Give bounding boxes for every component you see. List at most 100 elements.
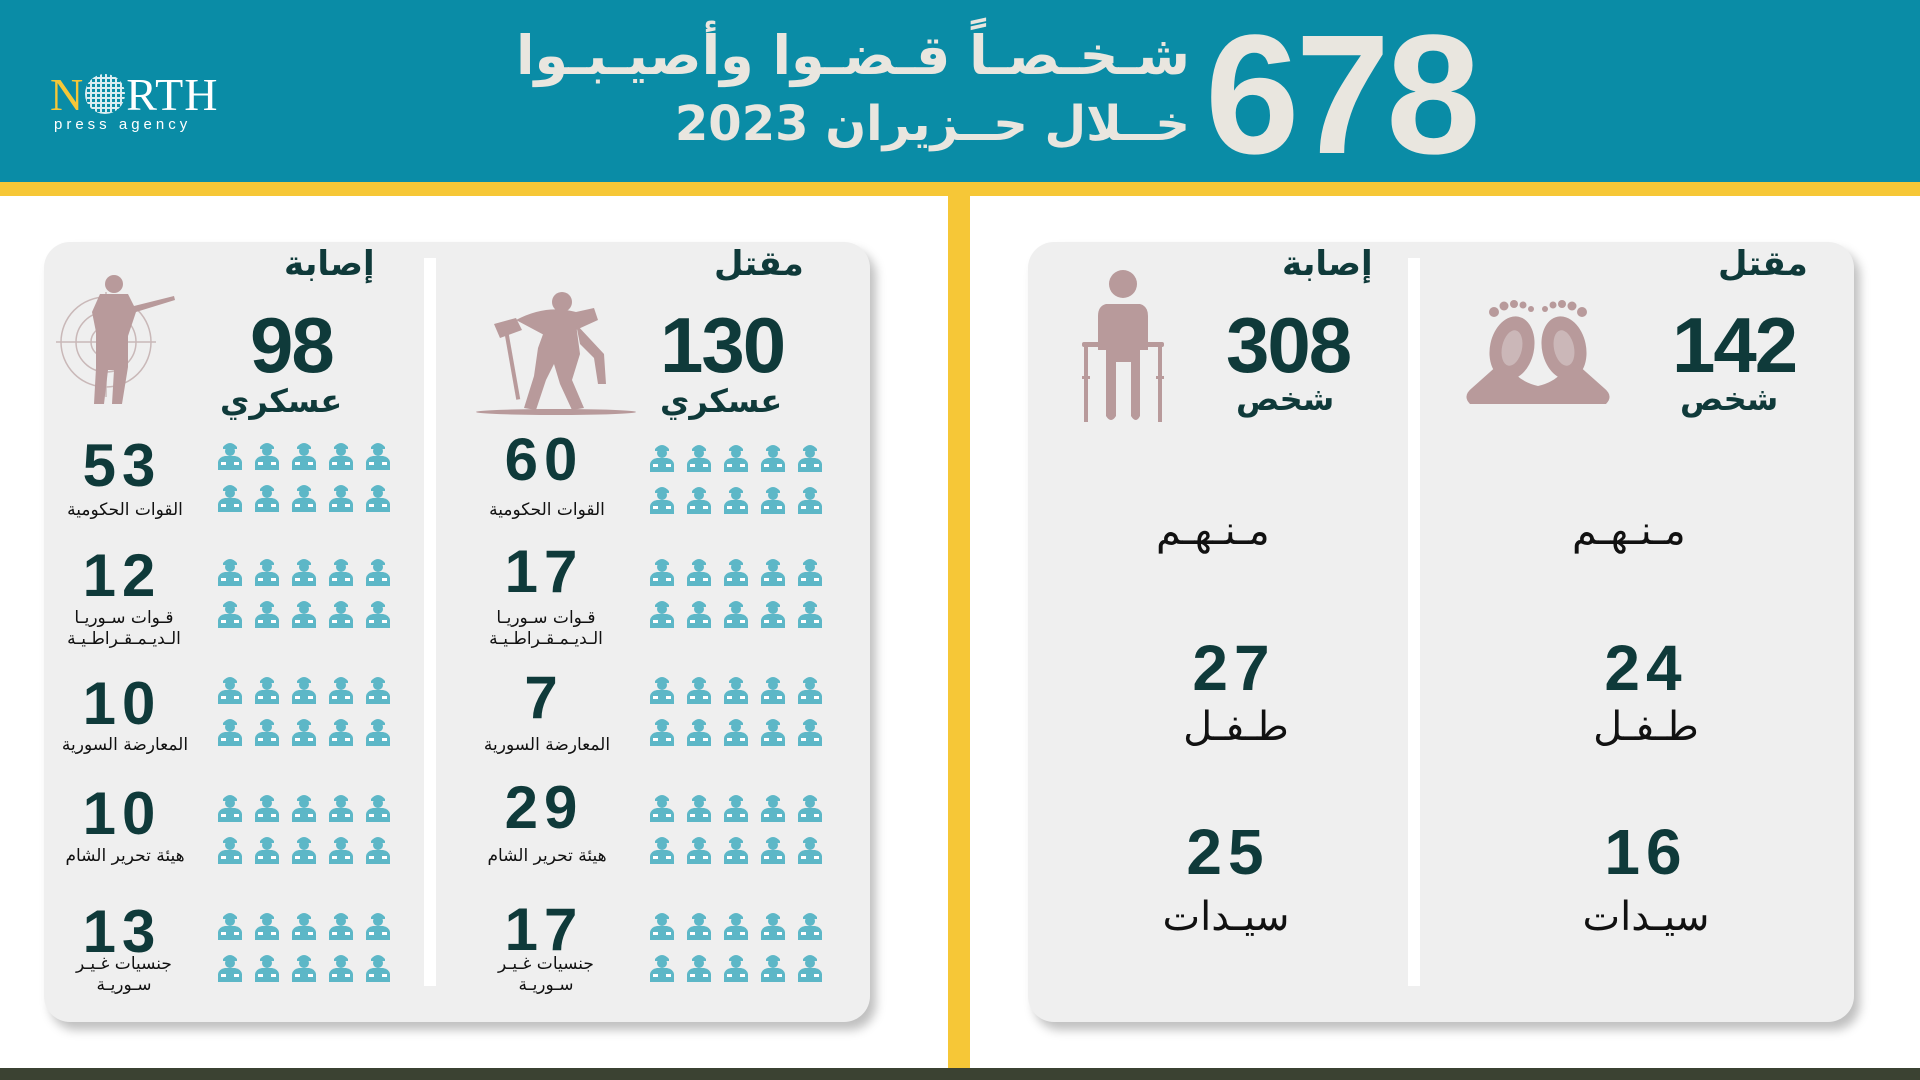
military-injured-row-3-label: المعارضة السورية	[61, 735, 189, 755]
civilians-injured-children-value: 27	[1192, 632, 1276, 704]
military-injured-row-1-icons	[216, 440, 392, 512]
north-press-logo: N RTH press agency	[50, 70, 270, 140]
soldier-figure-icon	[759, 716, 787, 746]
military-killed-row-2-label: قـوات سـوريـا الـديـمـقـراطـيـة	[489, 608, 603, 649]
soldier-figure-icon	[722, 674, 750, 704]
soldier-figure-icon	[722, 556, 750, 586]
bare-feet-deceased-icon	[1460, 292, 1616, 406]
soldier-figure-icon	[648, 952, 676, 982]
soldier-figure-icon	[759, 598, 787, 628]
civilians-killed-women-label: سيـدات	[1582, 894, 1710, 940]
soldier-figure-icon	[216, 834, 244, 864]
military-injured-row-2-value: 12	[82, 542, 162, 609]
soldier-figure-icon	[796, 792, 824, 822]
soldier-figure-icon	[290, 556, 318, 586]
civilians-killed-children-value: 24	[1604, 632, 1688, 704]
soldier-figure-icon	[796, 716, 824, 746]
civilians-injured-women-value: 25	[1186, 816, 1270, 888]
soldier-figure-icon	[796, 834, 824, 864]
military-killed-row-5-value: 17	[504, 896, 584, 963]
header-accent-rule	[0, 182, 1920, 196]
soldier-figure-icon	[648, 716, 676, 746]
civilians-killed-title: مقتل	[1718, 244, 1808, 284]
soldier-figure-icon	[216, 556, 244, 586]
logo-subtext: press agency	[54, 116, 192, 133]
soldier-figure-icon	[685, 674, 713, 704]
soldier-figure-icon	[796, 598, 824, 628]
military-injured-row-5-label: جنسيات غـيـر سـوريـة	[76, 954, 172, 995]
civilians-killed-children-label: طـفـل	[1593, 704, 1699, 750]
military-killed-row-5-icons	[648, 910, 824, 982]
military-injured-row-1-label: القوات الحكومية	[67, 500, 183, 520]
military-killed-row-5-label: جنسيات غـيـر سـوريـة	[498, 954, 594, 995]
civilians-killed-unit: شخص	[1680, 380, 1779, 418]
military-killed-row-2-value: 17	[504, 538, 584, 605]
soldier-figure-icon	[216, 598, 244, 628]
soldier-figure-icon	[290, 792, 318, 822]
soldier-figure-icon	[253, 952, 281, 982]
soldier-figure-icon	[216, 792, 244, 822]
military-injured-row-2-icons	[216, 556, 392, 628]
military-killed-row-1-icons	[648, 442, 824, 514]
soldier-figure-icon	[722, 834, 750, 864]
soldier-figure-icon	[722, 910, 750, 940]
military-injured-row-5-value: 13	[82, 898, 162, 965]
soldier-figure-icon	[685, 716, 713, 746]
center-divider	[948, 196, 970, 1070]
military-injured-unit: عسكري	[220, 382, 343, 420]
footer-rule	[0, 1068, 1920, 1080]
soldier-figure-icon	[722, 792, 750, 822]
soldier-figure-icon	[290, 834, 318, 864]
military-card-divider	[424, 258, 436, 986]
soldier-figure-icon	[216, 482, 244, 512]
soldier-figure-icon	[759, 556, 787, 586]
soldier-figure-icon	[253, 482, 281, 512]
soldier-figure-icon	[364, 910, 392, 940]
soldier-figure-icon	[722, 952, 750, 982]
soldier-figure-icon	[796, 556, 824, 586]
civilians-killed-total: 142	[1672, 301, 1798, 389]
soldier-figure-icon	[685, 952, 713, 982]
military-killed-row-1-label: القوات الحكومية	[489, 500, 605, 520]
military-injured-row-3-icons	[216, 674, 392, 746]
military-killed-row-3-label: المعارضة السورية	[483, 735, 611, 755]
soldier-figure-icon	[648, 834, 676, 864]
soldier-figure-icon	[327, 952, 355, 982]
soldier-figure-icon	[327, 834, 355, 864]
soldier-figure-icon	[216, 952, 244, 982]
soldier-figure-icon	[685, 834, 713, 864]
soldier-figure-icon	[364, 952, 392, 982]
soldier-figure-icon	[290, 598, 318, 628]
soldier-figure-icon	[253, 674, 281, 704]
soldier-figure-icon	[648, 674, 676, 704]
soldier-figure-icon	[216, 910, 244, 940]
military-injured-total: 98	[250, 301, 335, 389]
military-card	[44, 242, 870, 1022]
soldier-figure-icon	[364, 482, 392, 512]
soldier-figure-icon	[327, 482, 355, 512]
soldier-figure-icon	[364, 556, 392, 586]
soldier-figure-icon	[722, 598, 750, 628]
civilians-injured-title: إصابة	[1282, 244, 1373, 284]
soldier-figure-icon	[327, 716, 355, 746]
soldier-figure-icon	[364, 440, 392, 470]
soldier-figure-icon	[327, 792, 355, 822]
soldier-figure-icon	[327, 556, 355, 586]
soldier-figure-icon	[253, 716, 281, 746]
soldier-sniper-icon	[56, 272, 176, 410]
soldier-figure-icon	[685, 792, 713, 822]
soldier-figure-icon	[364, 792, 392, 822]
soldier-figure-icon	[685, 910, 713, 940]
soldier-figure-icon	[364, 598, 392, 628]
soldier-figure-icon	[648, 556, 676, 586]
civilians-injured-unit: شخص	[1236, 380, 1335, 418]
globe-icon	[85, 74, 126, 114]
military-killed-row-4-label: هيئة تحرير الشام	[487, 846, 607, 866]
soldier-figure-icon	[796, 442, 824, 472]
soldier-figure-icon	[722, 442, 750, 472]
soldier-figure-icon	[722, 484, 750, 514]
military-injured-row-1-value: 53	[82, 432, 162, 499]
military-injured-row-2-label: قـوات سـوريـا الـديـمـقـراطـيـة	[67, 608, 181, 649]
header-banner: N RTH press agency شـخـصـاً قـضـوا وأصيـب…	[0, 0, 1920, 182]
soldier-figure-icon	[253, 440, 281, 470]
